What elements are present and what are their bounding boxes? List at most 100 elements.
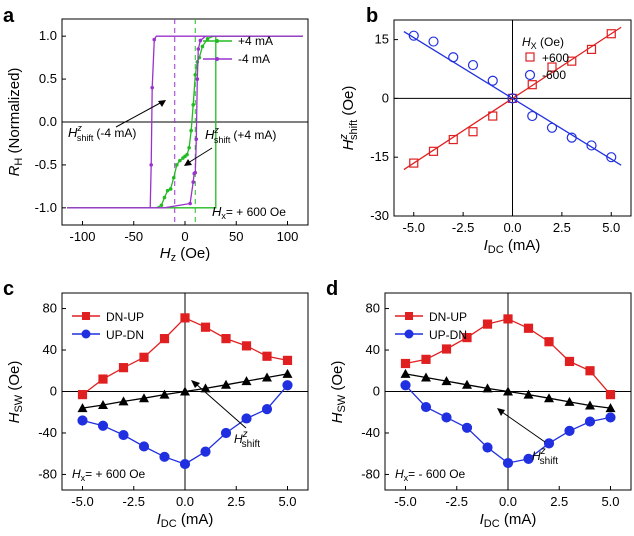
data-point bbox=[523, 323, 534, 333]
y-tick-label: 0 bbox=[50, 384, 57, 399]
panel-b-legend: HX (Oe) +600 -600 bbox=[522, 35, 569, 82]
panel-a-shift-lines bbox=[174, 19, 196, 225]
data-point bbox=[205, 36, 210, 41]
panel-d-series bbox=[400, 314, 616, 469]
x-tick-label: 100 bbox=[277, 229, 299, 244]
annotation-arrow-c bbox=[195, 383, 247, 429]
data-point bbox=[195, 77, 200, 81]
y-tick-label: -0.5 bbox=[35, 157, 57, 172]
panel-a-ylabel: RH (Normalized) bbox=[6, 68, 25, 177]
data-point bbox=[178, 158, 182, 163]
annotation-arrowhead-d bbox=[497, 408, 505, 416]
data-point bbox=[564, 396, 575, 406]
legend-title-hx: HX (Oe) bbox=[522, 35, 564, 51]
data-point bbox=[159, 389, 170, 399]
data-point bbox=[503, 386, 513, 396]
data-point bbox=[605, 390, 616, 400]
panel-c-y-ticks: -80 -40 0 40 80 bbox=[38, 301, 66, 481]
annotation-arrow-d bbox=[501, 411, 546, 443]
panel-b-y-ticks: -30 -15 0 15 bbox=[370, 32, 398, 223]
panel-a-legend: +4 mA -4 mA bbox=[203, 34, 273, 66]
panel-b: b -5.0 -2.5 0.0 2.5 5.0 -30 -15 0 15 HX (Oe) +6… bbox=[338, 5, 632, 256]
data-point bbox=[487, 75, 498, 86]
data-point bbox=[421, 354, 431, 364]
data-point bbox=[221, 379, 231, 389]
data-point bbox=[200, 446, 211, 457]
data-point bbox=[482, 319, 493, 329]
y-tick-label: -80 bbox=[38, 466, 57, 481]
data-point bbox=[543, 438, 555, 449]
panel-c-series bbox=[77, 313, 293, 470]
data-point bbox=[482, 442, 493, 453]
data-point bbox=[241, 376, 252, 386]
data-point bbox=[523, 453, 534, 464]
x-tick-label: -5.0 bbox=[403, 220, 425, 235]
data-point bbox=[165, 188, 170, 193]
legend-label-dnup-d: DN-UP bbox=[429, 310, 467, 324]
data-point bbox=[586, 140, 597, 151]
panel-d-ylabel: HSW (Oe) bbox=[329, 361, 348, 424]
legend-marker-updn-c bbox=[81, 329, 91, 339]
data-point bbox=[567, 56, 577, 66]
panel-c-xlabel: IDC (mA) bbox=[157, 511, 214, 530]
annotation-shift-plus4: Hz shift (+4 mA) bbox=[205, 125, 276, 145]
x-tick-label: 5.0 bbox=[602, 220, 620, 235]
x-tick-label: -50 bbox=[124, 229, 143, 244]
x-tick-label: -2.5 bbox=[446, 494, 468, 509]
panel-d-label: d bbox=[326, 278, 338, 300]
y-tick-label: -40 bbox=[361, 425, 380, 440]
data-point bbox=[564, 425, 575, 436]
data-point bbox=[547, 62, 557, 72]
data-point bbox=[544, 393, 554, 403]
y-tick-label: 1.0 bbox=[39, 28, 57, 43]
x-tick-label: 50 bbox=[229, 229, 243, 244]
data-point bbox=[584, 416, 596, 427]
data-point bbox=[150, 85, 154, 90]
x-tick-label: 2.5 bbox=[553, 220, 571, 235]
data-point bbox=[606, 29, 616, 39]
data-point bbox=[262, 351, 272, 361]
y-tick-label: 0 bbox=[373, 384, 380, 399]
data-point bbox=[468, 127, 478, 137]
legend-label-dnup-c: DN-UP bbox=[106, 310, 144, 324]
panel-c-x-ticks: -5.0 -2.5 0.0 2.5 5.0 bbox=[71, 486, 297, 509]
data-point bbox=[241, 341, 252, 351]
legend-marker-updn-d bbox=[404, 329, 414, 339]
data-point bbox=[282, 368, 293, 378]
y-tick-label: -1.0 bbox=[35, 200, 57, 215]
data-point bbox=[448, 52, 459, 63]
data-point bbox=[241, 413, 252, 424]
data-point bbox=[400, 358, 411, 369]
x-tick-label: 5.0 bbox=[601, 494, 619, 509]
data-point bbox=[428, 36, 439, 47]
annotation-field-d: Hx= - 600 Oe bbox=[395, 467, 466, 483]
x-tick-label: 0.0 bbox=[176, 494, 194, 509]
data-point bbox=[168, 187, 173, 191]
legend-marker-plus600 bbox=[525, 52, 535, 62]
data-point bbox=[98, 399, 108, 409]
panel-a-y-ticks: -1.0 -0.5 0.0 0.5 1.0 bbox=[35, 28, 66, 215]
data-point bbox=[138, 441, 150, 452]
legend-label-plus600: +600 bbox=[542, 51, 569, 65]
data-point bbox=[282, 380, 293, 391]
data-point bbox=[523, 389, 534, 399]
data-point bbox=[409, 158, 419, 168]
panel-b-x-ticks: -5.0 -2.5 0.0 2.5 5.0 bbox=[403, 212, 620, 235]
data-point bbox=[196, 47, 201, 51]
data-point bbox=[564, 356, 575, 367]
data-point bbox=[77, 403, 88, 413]
x-tick-label: -100 bbox=[69, 229, 95, 244]
panel-d-xlabel: IDC (mA) bbox=[480, 511, 537, 530]
data-point bbox=[605, 412, 616, 423]
x-tick-label: -5.0 bbox=[71, 494, 93, 509]
data-point bbox=[527, 80, 537, 90]
data-point bbox=[441, 412, 452, 423]
panel-a-x-ticks: -100 -50 0 50 100 bbox=[69, 221, 298, 244]
data-point bbox=[175, 163, 179, 167]
annotation-arrowhead-minus4 bbox=[158, 100, 166, 107]
y-tick-label: 40 bbox=[43, 342, 57, 357]
y-tick-label: 0.5 bbox=[39, 71, 57, 86]
legend-label-updn-d: UP-DN bbox=[429, 328, 467, 342]
data-point bbox=[162, 195, 167, 200]
